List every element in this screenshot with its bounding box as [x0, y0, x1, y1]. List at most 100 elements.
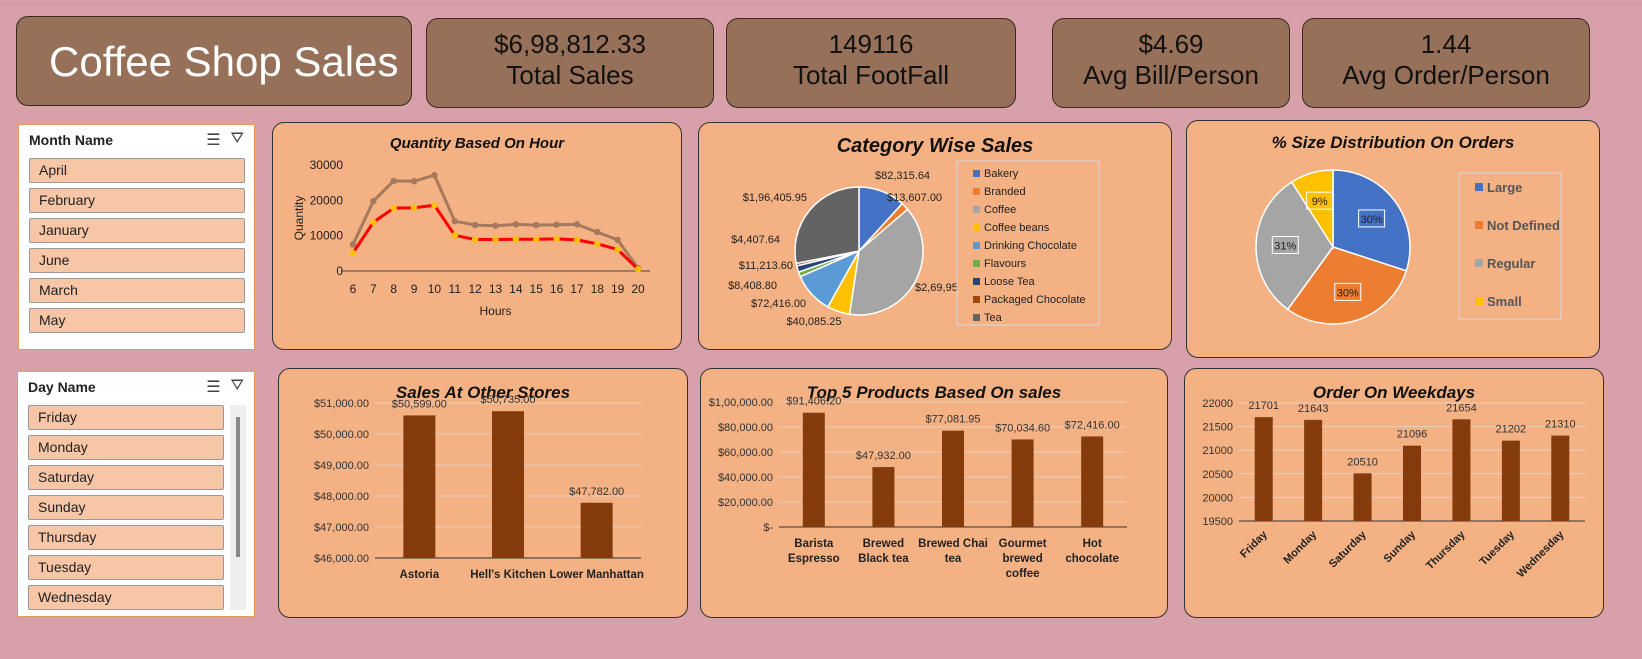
kpi-value: 149116 — [828, 29, 914, 59]
slicer-item[interactable]: January — [29, 218, 245, 243]
month-slicer[interactable]: Month Name ☰ ⛛ April February January Ju… — [18, 124, 255, 350]
kpi-label: Total FootFall — [792, 60, 950, 90]
slicer-item[interactable]: Thursday — [28, 525, 224, 550]
data-label: 21654 — [1446, 402, 1477, 414]
kpi-label: Avg Bill/Person — [1083, 60, 1259, 90]
x-tick-label: brewed — [1002, 553, 1042, 565]
chart-title: Top 5 Products Based On sales — [806, 383, 1062, 402]
x-tick-label: 12 — [468, 282, 482, 296]
x-tick-label: 14 — [509, 282, 523, 296]
slicer-item[interactable]: March — [29, 278, 245, 303]
data-point — [370, 219, 377, 226]
kpi-value: 1.44 — [1420, 29, 1472, 59]
pie-slice — [1332, 169, 1411, 272]
day-slicer[interactable]: Day Name ☰ ⛛ Friday Monday Saturday Sund… — [17, 371, 255, 617]
x-tick-label: Astoria — [400, 569, 440, 581]
data-point — [533, 236, 540, 243]
data-label: $13,607.00 — [887, 192, 942, 204]
slicer-item[interactable]: Tuesday — [28, 555, 224, 580]
slicer-item[interactable]: June — [29, 248, 245, 273]
x-tick-label: 15 — [530, 282, 544, 296]
x-tick-label: Barista — [794, 538, 834, 550]
data-label: $82,315.64 — [875, 170, 930, 182]
x-tick-label: Thursday — [1424, 528, 1468, 572]
x-tick-label: 6 — [350, 282, 357, 296]
legend-swatch — [973, 224, 980, 231]
kpi-avg-order[interactable]: 1.44 Avg Order/Person — [1302, 18, 1590, 108]
x-tick-label: 13 — [489, 282, 503, 296]
data-point — [410, 178, 418, 185]
data-label-box — [1358, 209, 1386, 228]
data-point — [553, 235, 560, 243]
bar — [1353, 473, 1372, 521]
y-tick-label: 19500 — [1202, 516, 1233, 528]
pie-slice — [1286, 246, 1408, 325]
x-tick-label: 18 — [591, 282, 605, 296]
data-label: 21310 — [1545, 419, 1576, 431]
x-tick-label: Black tea — [858, 553, 909, 565]
legend-swatch — [973, 188, 980, 195]
data-point — [512, 236, 520, 243]
bar — [403, 415, 436, 558]
x-axis-label: Hours — [479, 304, 511, 318]
data-point — [492, 222, 499, 229]
data-point — [451, 217, 458, 225]
slicer-item[interactable]: Saturday — [28, 465, 224, 490]
line-chart: 0 10000 20000 30000 6 7 8 9 10 11 12 13 14 15 16 17 18 19… — [292, 158, 650, 318]
data-label: $70,034.60 — [995, 422, 1050, 434]
bar — [1304, 419, 1323, 521]
slicer-item[interactable]: Friday — [28, 405, 224, 430]
chart-weekday-orders[interactable]: Order On Weekdays 19500 20000 20500 21000 21… — [1184, 368, 1604, 618]
chart-top-products[interactable]: Top 5 Products Based On sales $- $20,000.… — [700, 368, 1168, 618]
y-tick-label: 0 — [336, 264, 343, 278]
legend-label: Branded — [984, 186, 1026, 198]
data-label: $72,416.00 — [751, 298, 806, 310]
data-label: 21643 — [1298, 403, 1329, 415]
x-tick-label: Gourmet — [999, 538, 1047, 550]
slicer-item[interactable]: Sunday — [28, 495, 224, 520]
slicer-item[interactable]: May — [29, 308, 245, 333]
data-point — [471, 236, 479, 243]
pie-slice — [1290, 169, 1334, 250]
kpi-avg-bill[interactable]: $4.69 Avg Bill/Person — [1052, 18, 1290, 108]
legend-label: Regular — [1487, 256, 1535, 271]
data-point — [594, 240, 601, 247]
scrollbar-thumb[interactable] — [236, 417, 240, 557]
x-tick-label: Espresso — [788, 553, 840, 565]
data-point — [349, 241, 357, 248]
legend-swatch — [973, 170, 980, 177]
x-tick-label: Brewed Chai — [918, 538, 988, 550]
multi-select-icon[interactable]: ☰ — [206, 132, 221, 149]
clear-filter-icon[interactable]: ⛛ — [230, 130, 244, 147]
slicer-item[interactable]: April — [29, 158, 245, 183]
x-tick-label: Hell's Kitchen — [470, 569, 546, 581]
legend-label: Coffee beans — [984, 222, 1050, 234]
chart-category-sales[interactable]: Category Wise Sales $82,315.64 $13,607.00… — [698, 122, 1172, 350]
slicer-item[interactable]: Wednesday — [28, 585, 224, 610]
y-tick-label: $48,000.00 — [314, 491, 369, 503]
chart-quantity-by-hour[interactable]: Quantity Based On Hour 0 10000 20000 30000 6… — [272, 122, 682, 350]
clear-filter-icon[interactable]: ⛛ — [230, 377, 244, 394]
kpi-label: Avg Order/Person — [1342, 60, 1550, 90]
y-tick-label: $40,000.00 — [718, 472, 773, 484]
multi-select-icon[interactable]: ☰ — [206, 379, 221, 396]
bar — [1403, 445, 1421, 521]
x-tick-label: Tuesday — [1478, 528, 1518, 568]
sheet-gridline — [0, 0, 1642, 5]
legend-box — [1458, 172, 1562, 320]
data-label: $1,96,405.95 — [743, 192, 807, 204]
data-point — [492, 236, 499, 243]
x-tick-label: 20 — [631, 282, 645, 296]
y-tick-label: $49,000.00 — [314, 460, 369, 472]
chart-other-stores[interactable]: Sales At Other Stores $46,000.00 $47,000.… — [278, 368, 688, 618]
slicer-item[interactable]: February — [29, 188, 245, 213]
legend-swatch — [1475, 221, 1483, 229]
chart-size-distribution[interactable]: % Size Distribution On Orders 30% 30% 31% 9… — [1186, 120, 1600, 358]
data-label: $47,932.00 — [856, 450, 911, 462]
slicer-scrollbar[interactable] — [230, 405, 246, 610]
kpi-total-footfall[interactable]: 149116 Total FootFall — [726, 18, 1016, 108]
kpi-total-sales[interactable]: $6,98,812.33 Total Sales — [426, 18, 714, 108]
slicer-item[interactable]: Monday — [28, 435, 224, 460]
y-tick-label: $20,000.00 — [718, 497, 773, 509]
bar — [580, 502, 613, 558]
